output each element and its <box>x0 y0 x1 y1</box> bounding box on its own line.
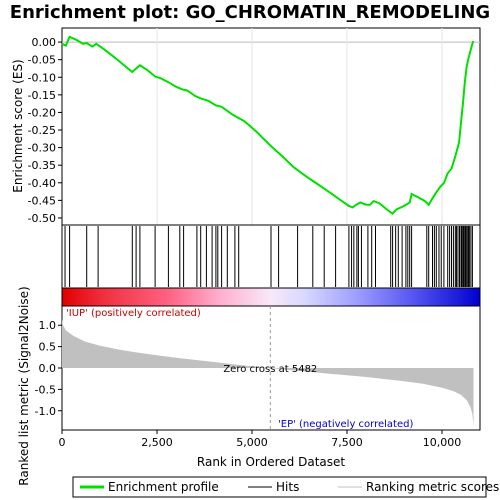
es-tick-label: -0.05 <box>28 54 56 67</box>
es-tick-label: -0.20 <box>28 106 56 119</box>
metric-tick-label: 0.5 <box>39 341 57 354</box>
es-tick-label: -0.45 <box>28 194 56 207</box>
es-tick-label: -0.10 <box>28 71 56 84</box>
positive-correlation-label: 'IUP' (positively correlated) <box>66 308 201 319</box>
metric-tick-label: -0.5 <box>35 383 56 396</box>
x-tick-label: 10,000 <box>423 436 462 449</box>
es-tick-label: -0.15 <box>28 89 56 102</box>
es-axis-label: Enrichment score (ES) <box>11 59 25 192</box>
x-axis-label: Rank in Ordered Dataset <box>197 455 345 469</box>
es-panel <box>61 27 481 226</box>
legend-box <box>72 476 487 498</box>
es-tick-label: -0.50 <box>28 212 56 225</box>
legend-label: Ranking metric scores <box>366 480 499 494</box>
negative-correlation-label: 'EP' (negatively correlated) <box>278 419 413 430</box>
x-tick-label: 7,500 <box>331 436 363 449</box>
es-tick-label: -0.25 <box>28 124 56 137</box>
legend-label: Enrichment profile <box>108 480 219 494</box>
zero-cross-label: Zero cross at 5482 <box>223 364 317 375</box>
metric-axis-label: Ranked list metric (Signal2Noise) <box>17 286 31 485</box>
es-tick-label: -0.40 <box>28 177 56 190</box>
x-tick-label: 5,000 <box>236 436 268 449</box>
ranking-metric-area <box>62 318 474 426</box>
x-tick-label: 2,500 <box>141 436 173 449</box>
es-tick-label: -0.30 <box>28 142 56 155</box>
chart-title: Enrichment plot: GO_CHROMATIN_REMODELING <box>10 2 490 23</box>
es-tick-label: -0.35 <box>28 159 56 172</box>
metric-tick-label: 0.0 <box>39 362 57 375</box>
metric-tick-label: 1.0 <box>39 319 57 332</box>
legend-label: Hits <box>276 480 299 494</box>
rank-color-bar <box>61 287 481 307</box>
metric-tick-label: -1.0 <box>35 405 56 418</box>
x-tick-label: 0 <box>59 436 66 449</box>
es-tick-label: 0.00 <box>32 36 57 49</box>
enrichment-profile-line <box>61 35 475 216</box>
